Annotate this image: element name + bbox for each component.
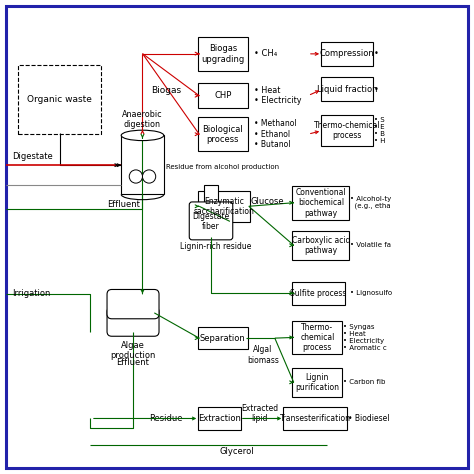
Text: Carboxylic acid
pathway: Carboxylic acid pathway [292,236,350,255]
Text: Biological
process: Biological process [202,125,243,144]
Text: Lignin-rich residue: Lignin-rich residue [180,242,251,251]
FancyBboxPatch shape [320,42,373,66]
FancyBboxPatch shape [292,320,342,354]
Text: Lignin
purification: Lignin purification [295,373,339,392]
Text: Irrigation: Irrigation [12,289,51,298]
Text: • Syngas
• Heat
• Electricity
• Aromatic c: • Syngas • Heat • Electricity • Aromatic… [343,324,387,351]
Text: Liquid fraction: Liquid fraction [317,85,377,94]
FancyBboxPatch shape [189,202,233,240]
Text: •: • [374,49,379,58]
FancyBboxPatch shape [18,65,101,135]
FancyBboxPatch shape [198,37,248,71]
FancyBboxPatch shape [292,231,349,260]
Text: Glycerol: Glycerol [219,447,255,456]
Text: • S
• E
• B
• H: • S • E • B • H [374,117,385,144]
Text: Effluent: Effluent [117,357,149,366]
FancyBboxPatch shape [320,115,373,146]
FancyBboxPatch shape [198,407,241,430]
Text: • Lignosulfo: • Lignosulfo [350,290,392,296]
Text: Thermo-
chemical
process: Thermo- chemical process [300,322,335,352]
FancyBboxPatch shape [198,327,248,349]
Text: • Heat
• Electricity: • Heat • Electricity [254,86,301,105]
Text: •: • [374,85,379,94]
FancyBboxPatch shape [198,118,248,151]
FancyBboxPatch shape [292,186,349,219]
FancyBboxPatch shape [107,307,159,336]
Text: Organic waste: Organic waste [27,95,92,104]
Text: Effluent: Effluent [107,200,140,209]
Text: Enzymatic
saccharification: Enzymatic saccharification [193,197,255,216]
Text: Digestate: Digestate [12,152,53,161]
Text: CHP: CHP [214,91,231,100]
Text: Compression: Compression [319,49,374,58]
FancyBboxPatch shape [283,407,347,430]
Text: • Carbon fib: • Carbon fib [343,379,386,385]
Ellipse shape [143,170,156,183]
FancyBboxPatch shape [198,83,248,109]
Text: Sulfite process: Sulfite process [291,289,346,298]
Text: Residue from alcohol production: Residue from alcohol production [166,164,279,170]
Text: Algal
biomass: Algal biomass [247,345,279,365]
Bar [204,185,218,207]
FancyBboxPatch shape [292,368,342,397]
Bar [121,136,164,194]
FancyBboxPatch shape [320,77,373,101]
Text: • Volatile fa: • Volatile fa [350,242,392,248]
Text: Separation: Separation [200,334,246,343]
Text: Biogas
upgrading: Biogas upgrading [201,44,245,64]
Text: • CH₄: • CH₄ [254,49,277,58]
FancyBboxPatch shape [107,290,159,319]
Text: Algae
production: Algae production [110,341,156,360]
Text: Biogas: Biogas [151,86,181,95]
FancyBboxPatch shape [198,191,250,222]
Text: Extraction: Extraction [198,414,241,423]
Text: Glucose: Glucose [250,197,284,206]
Text: Conventional
biochemical
pathway: Conventional biochemical pathway [296,188,346,218]
Ellipse shape [121,130,164,141]
Text: Thermo-chemical
process: Thermo-chemical process [314,121,380,140]
Text: Anaerobic
digestion: Anaerobic digestion [122,110,163,129]
Text: Residue: Residue [149,414,183,423]
Ellipse shape [129,170,143,183]
FancyBboxPatch shape [292,282,345,305]
Text: Transesterification: Transesterification [280,414,350,423]
Text: Digestate
fiber: Digestate fiber [192,212,229,231]
Text: • Biodiesel: • Biodiesel [348,414,390,423]
Text: • Alcohol-ty
  (e.g., etha: • Alcohol-ty (e.g., etha [350,196,392,210]
Text: Extracted
lipid: Extracted lipid [241,404,278,423]
Text: • Methanol
• Ethanol
• Butanol: • Methanol • Ethanol • Butanol [254,119,296,149]
